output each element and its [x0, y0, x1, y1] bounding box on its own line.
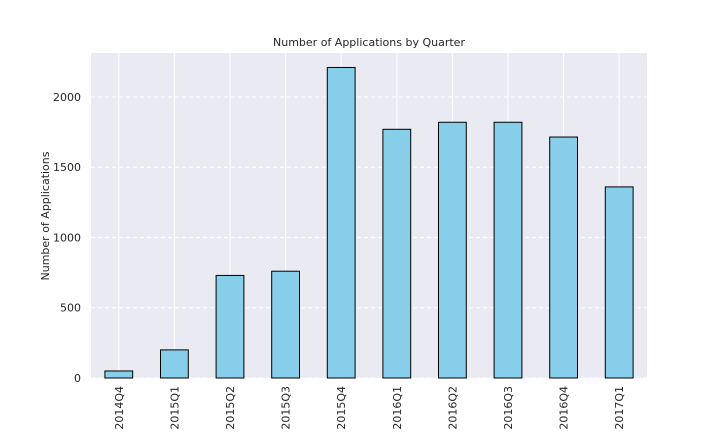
x-tick-label: 2016Q4 [558, 386, 571, 430]
bar [271, 270, 301, 379]
bar [493, 121, 523, 379]
x-axis-label: Quarter [348, 430, 391, 432]
x-tick-label: 2015Q2 [224, 386, 237, 430]
x-tick-label: 2015Q4 [335, 386, 348, 430]
y-tick-label: 1500 [53, 161, 81, 174]
bar [549, 136, 579, 379]
x-tick-label: 2016Q3 [502, 386, 515, 430]
chart-title: Number of Applications by Quarter [273, 36, 465, 49]
x-tick-label: 2016Q2 [446, 386, 459, 430]
x-tick-label: 2015Q1 [168, 386, 181, 430]
y-tick-label: 500 [60, 302, 81, 315]
bar [438, 121, 467, 379]
bar [104, 370, 134, 379]
y-axis-label: Number of Applications [39, 151, 52, 280]
bar [215, 274, 245, 379]
x-tick-label: 2014Q4 [113, 386, 126, 430]
bar [604, 186, 634, 379]
bar [382, 128, 412, 379]
y-tick-label: 1000 [53, 231, 81, 244]
x-tick-label: 2017Q1 [613, 386, 626, 430]
y-tick-label: 0 [74, 372, 81, 385]
x-tick-label: 2016Q1 [391, 386, 404, 430]
bar [160, 349, 189, 379]
x-tick-label: 2015Q3 [280, 386, 293, 430]
bar [326, 66, 356, 379]
y-tick-label: 2000 [53, 91, 81, 104]
